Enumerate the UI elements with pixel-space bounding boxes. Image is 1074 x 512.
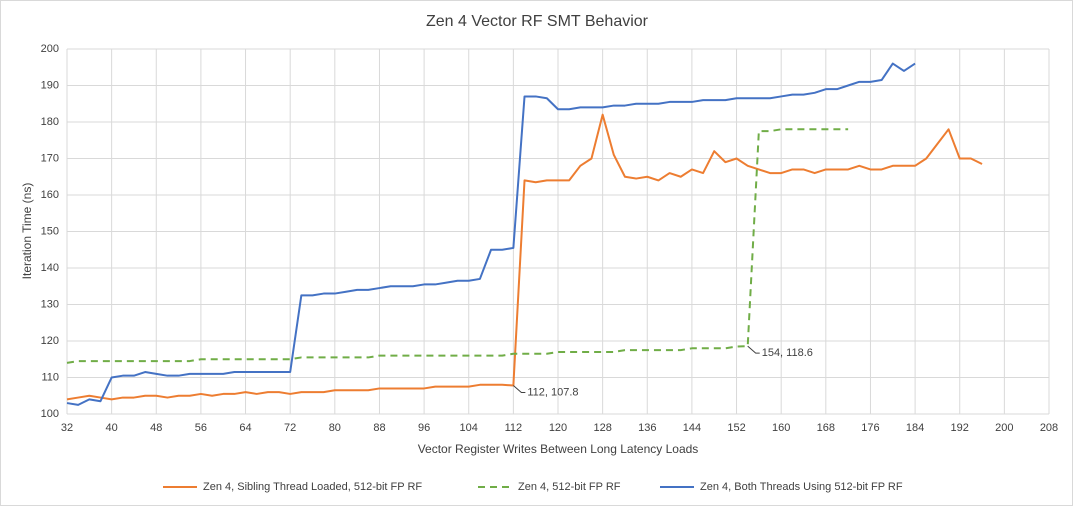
annotation: 154, 118.6: [762, 347, 813, 359]
x-tick-label: 168: [817, 422, 835, 434]
y-tick-label: 150: [41, 225, 59, 237]
x-tick-label: 72: [284, 422, 296, 434]
x-tick-label: 208: [1040, 422, 1058, 434]
y-tick-label: 140: [41, 262, 59, 274]
y-tick-label: 130: [41, 298, 59, 310]
x-tick-label: 40: [106, 422, 118, 434]
y-tick-label: 120: [41, 335, 59, 347]
x-axis-label: Vector Register Writes Between Long Late…: [418, 442, 699, 456]
annotation: 112, 107.8: [527, 386, 578, 398]
x-tick-label: 80: [329, 422, 341, 434]
y-tick-label: 190: [41, 79, 59, 91]
x-tick-label: 136: [638, 422, 656, 434]
x-tick-label: 160: [772, 422, 790, 434]
series-line: [66, 113, 983, 401]
x-tick-label: 152: [727, 422, 745, 434]
x-tick-label: 192: [951, 422, 969, 434]
x-tick-label: 32: [61, 422, 73, 434]
x-tick-label: 176: [861, 422, 879, 434]
x-tick-label: 96: [418, 422, 430, 434]
x-tick-label: 112: [505, 422, 523, 434]
x-tick-label: 56: [195, 422, 207, 434]
x-tick-label: 64: [239, 422, 251, 434]
x-tick-label: 88: [373, 422, 385, 434]
annotation-leader: [747, 345, 760, 354]
series-line: [66, 62, 916, 406]
legend-label: Zen 4, Both Threads Using 512-bit FP RF: [700, 481, 903, 493]
y-tick-label: 180: [41, 116, 59, 128]
annotation-leader: [513, 385, 526, 394]
legend-label: Zen 4, 512-bit FP RF: [518, 481, 621, 493]
x-tick-label: 128: [593, 422, 611, 434]
x-tick-label: 48: [150, 422, 162, 434]
y-tick-label: 110: [41, 371, 59, 383]
y-tick-label: 200: [41, 43, 59, 55]
y-tick-label: 160: [41, 189, 59, 201]
y-tick-label: 100: [41, 408, 59, 420]
y-axis-label: Iteration Time (ns): [20, 183, 34, 280]
x-tick-label: 184: [906, 422, 924, 434]
series-line: [66, 128, 849, 364]
chart-title: Zen 4 Vector RF SMT Behavior: [426, 13, 649, 30]
legend-label: Zen 4, Sibling Thread Loaded, 512-bit FP…: [203, 481, 422, 493]
x-tick-label: 144: [683, 422, 701, 434]
x-tick-label: 104: [460, 422, 478, 434]
x-tick-label: 120: [549, 422, 567, 434]
x-tick-label: 200: [995, 422, 1013, 434]
y-tick-label: 170: [41, 152, 59, 164]
